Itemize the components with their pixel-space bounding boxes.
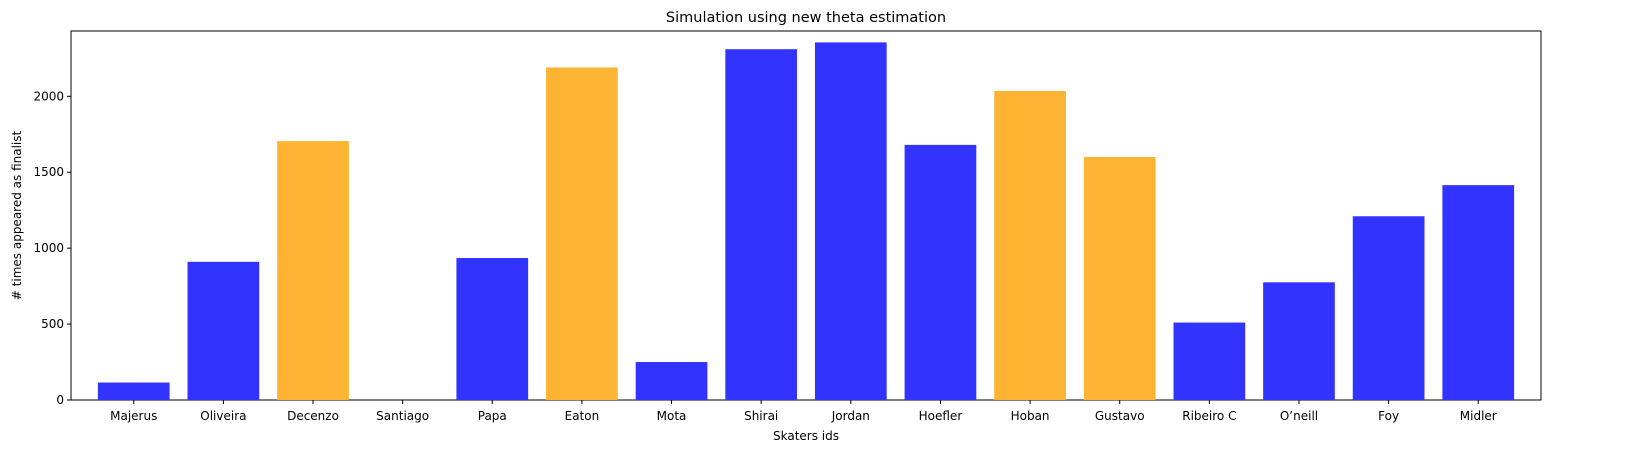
x-axis-ticks: Majerus Oliveira Decenzo Santiago Papa Eaton M… <box>110 400 1497 423</box>
y-axis-ticks: 0 500 1000 1500 2000 <box>33 89 71 407</box>
y-tick-label: 1000 <box>33 241 64 255</box>
x-tick-label: Foy <box>1378 409 1399 423</box>
bar <box>277 141 349 400</box>
x-tick-label: Midler <box>1460 409 1497 423</box>
chart-title: Simulation using new theta estimation <box>666 10 946 26</box>
y-axis-title: # times appeared as finalist <box>10 130 24 300</box>
x-tick-label: Oliveira <box>200 409 246 423</box>
bar <box>904 144 977 400</box>
x-tick-label: Decenzo <box>287 409 339 423</box>
x-tick-label: Papa <box>478 409 507 423</box>
bar <box>725 49 798 400</box>
x-tick-label: O’neill <box>1280 409 1318 423</box>
plot-area-frame <box>70 30 1542 401</box>
bar <box>1442 185 1515 400</box>
bar <box>456 258 529 400</box>
x-tick-label: Hoban <box>1011 409 1050 423</box>
y-tick-label: 0 <box>56 393 64 407</box>
bar <box>187 261 260 400</box>
bar <box>97 382 170 400</box>
bar <box>994 90 1066 401</box>
x-tick-label: Gustavo <box>1095 409 1145 423</box>
bars-group <box>97 42 1515 401</box>
bar <box>635 362 708 400</box>
x-tick-label: Shirai <box>744 409 778 423</box>
x-tick-label: Mota <box>657 409 687 423</box>
y-tick-label: 500 <box>41 317 64 331</box>
x-tick-label: Ribeiro C <box>1182 409 1236 423</box>
x-tick-label: Hoefler <box>919 409 963 423</box>
y-tick-label: 1500 <box>33 165 64 179</box>
bar <box>1352 216 1425 400</box>
x-tick-label: Santiago <box>376 409 429 423</box>
bar <box>1263 282 1335 400</box>
bar <box>546 67 618 400</box>
bar <box>1173 322 1246 400</box>
x-tick-label: Majerus <box>110 409 157 423</box>
bar <box>1083 157 1156 400</box>
bar <box>814 42 887 401</box>
x-tick-label: Jordan <box>831 409 870 423</box>
y-tick-label: 2000 <box>33 89 64 103</box>
x-tick-label: Eaton <box>565 409 600 423</box>
x-axis-title: Skaters ids <box>773 429 839 443</box>
